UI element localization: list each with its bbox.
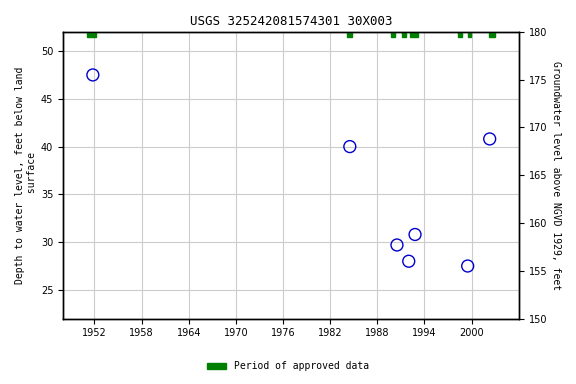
- Point: [88, 72, 97, 78]
- Legend: Period of approved data: Period of approved data: [203, 358, 373, 375]
- Point: [411, 232, 420, 238]
- Point: [392, 242, 401, 248]
- Bar: [403, 32, 407, 37]
- Bar: [86, 32, 96, 37]
- Bar: [468, 32, 471, 37]
- Y-axis label: Depth to water level, feet below land
 surface: Depth to water level, feet below land su…: [15, 66, 37, 284]
- Bar: [391, 32, 395, 37]
- Bar: [489, 32, 495, 37]
- Point: [485, 136, 494, 142]
- Bar: [458, 32, 462, 37]
- Bar: [410, 32, 418, 37]
- Y-axis label: Groundwater level above NGVD 1929, feet: Groundwater level above NGVD 1929, feet: [551, 61, 561, 290]
- Point: [404, 258, 414, 264]
- Point: [463, 263, 472, 269]
- Title: USGS 325242081574301 30X003: USGS 325242081574301 30X003: [190, 15, 392, 28]
- Point: [345, 144, 354, 150]
- Bar: [347, 32, 352, 37]
